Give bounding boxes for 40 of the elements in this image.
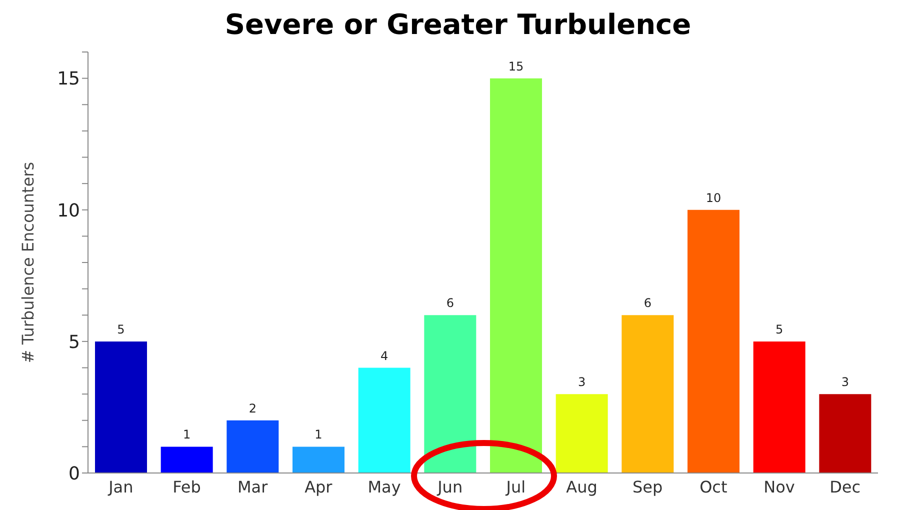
bar [95, 341, 147, 473]
bar [292, 446, 344, 473]
bar [622, 315, 674, 473]
x-tick-label: Nov [764, 477, 795, 496]
data-label: 3 [841, 375, 849, 390]
data-label: 10 [706, 190, 722, 205]
y-tick-label: 0 [68, 463, 80, 484]
bar [226, 420, 279, 473]
y-tick-label: 15 [57, 68, 80, 90]
y-tick-label: 5 [68, 332, 80, 353]
data-label: 15 [508, 59, 524, 74]
bar [160, 446, 213, 473]
x-tick-label: Aug [566, 477, 598, 496]
bar [358, 368, 410, 473]
x-tick-label: Apr [304, 477, 333, 496]
data-label: 1 [183, 428, 191, 442]
data-label: 5 [776, 322, 784, 336]
x-tick-label: Mar [237, 477, 268, 496]
y-tick-label: 10 [57, 200, 80, 222]
x-tick-label: Dec [830, 477, 861, 496]
bar [556, 394, 608, 473]
x-tick-label: Jul [505, 477, 526, 496]
data-label: 1 [314, 428, 322, 442]
x-tick-label: Oct [700, 477, 728, 496]
chart-title: Severe or Greater Turbulence [224, 8, 692, 42]
data-label: 4 [380, 348, 388, 363]
data-label: 6 [446, 296, 454, 310]
data-label: 2 [248, 401, 256, 416]
data-label: 3 [578, 375, 586, 390]
x-tick-label: Jan [108, 477, 134, 496]
bar [753, 341, 806, 473]
data-label: 6 [644, 296, 652, 310]
bar [819, 394, 872, 473]
bar [688, 210, 740, 473]
y-axis-title: # Turbulence Encounters [18, 162, 38, 364]
x-tick-label: Jun [436, 477, 463, 496]
x-tick-label: May [368, 477, 401, 496]
x-tick-label: Feb [172, 477, 201, 496]
data-label: 5 [117, 322, 125, 336]
x-tick-label: Sep [632, 477, 663, 496]
